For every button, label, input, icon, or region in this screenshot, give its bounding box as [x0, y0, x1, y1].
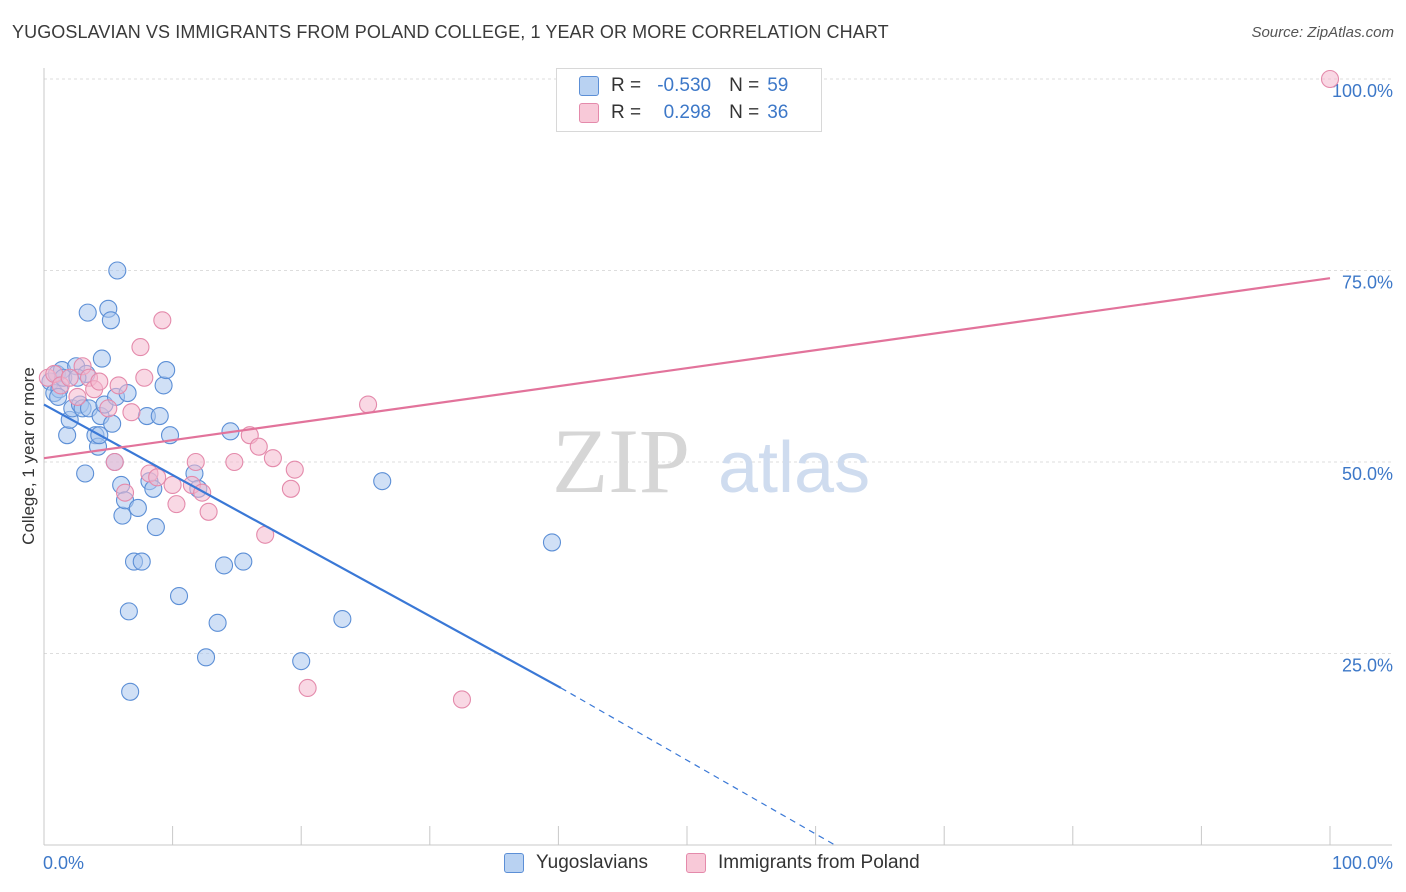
legend-r-value: -0.530	[657, 75, 712, 96]
x-tick-label-max: 100.0%	[1332, 853, 1393, 873]
point-immigrant-poland	[135, 368, 154, 387]
point-immigrant-poland	[298, 678, 317, 698]
correlation-legend: R = -0.530 N = 59 R = 0.298 N = 36	[556, 68, 822, 132]
legend-row-yugoslavians: R = -0.530 N = 59	[579, 73, 788, 99]
series-yugoslavians	[41, 261, 562, 701]
point-immigrant-poland	[99, 399, 118, 418]
trend-line-yugoslavians-extrapolated	[560, 687, 836, 846]
point-immigrant-poland	[249, 437, 268, 456]
point-immigrant-poland	[263, 449, 282, 468]
trend-lines	[43, 277, 1331, 846]
y-tick-label-100: 100.0%	[1332, 81, 1393, 101]
point-immigrant-poland	[109, 376, 128, 395]
chart-title: YUGOSLAVIAN VS IMMIGRANTS FROM POLAND CO…	[12, 22, 889, 42]
point-yugoslavian	[132, 552, 151, 571]
legend-swatch-blue	[504, 853, 524, 873]
point-yugoslavian	[108, 261, 127, 280]
source-label: Source: ZipAtlas.com	[1251, 24, 1394, 41]
point-yugoslavian	[292, 652, 311, 671]
legend-swatch-blue	[579, 76, 599, 96]
point-immigrant-poland	[131, 338, 150, 357]
point-yugoslavian	[78, 303, 97, 322]
point-yugoslavian	[92, 349, 111, 368]
y-tick-label-25: 25.0%	[1342, 656, 1393, 676]
point-yugoslavian	[169, 586, 189, 606]
legend-r-value: 0.298	[663, 102, 712, 123]
point-immigrant-poland	[60, 368, 79, 387]
point-yugoslavian	[113, 506, 132, 525]
legend-r-label: R =	[611, 75, 642, 96]
point-immigrant-poland	[163, 475, 182, 495]
point-yugoslavian	[150, 406, 169, 426]
legend-n-label: N =	[729, 102, 760, 123]
legend-row-immigrants-poland: R = 0.298 N = 36	[579, 100, 788, 126]
point-immigrant-poland	[90, 372, 109, 391]
axes	[43, 68, 1392, 846]
point-yugoslavian	[234, 552, 253, 571]
watermark: ZIP atlas	[552, 410, 870, 512]
point-immigrant-poland	[167, 495, 186, 514]
legend-label-immigrants-poland: Immigrants from Poland	[718, 852, 920, 873]
point-yugoslavian	[157, 361, 176, 380]
point-immigrant-poland	[193, 483, 212, 502]
legend-swatch-pink	[686, 853, 706, 873]
watermark-zip: ZIP	[552, 410, 690, 512]
trend-line-immigrants-poland	[43, 277, 1331, 460]
point-immigrant-poland	[285, 460, 304, 479]
point-immigrant-poland	[281, 479, 300, 498]
legend-n-value: 36	[767, 102, 789, 123]
point-immigrant-poland	[359, 395, 378, 414]
point-yugoslavian	[146, 518, 165, 537]
point-yugoslavian	[121, 682, 140, 701]
x-tick-label-min: 0.0%	[43, 853, 84, 873]
x-ticks	[43, 826, 1331, 845]
point-immigrant-poland	[115, 483, 135, 502]
point-immigrant-poland	[1320, 69, 1340, 89]
legend-n-label: N =	[729, 75, 760, 96]
point-immigrant-poland	[122, 403, 141, 422]
trend-line-yugoslavians	[43, 403, 562, 689]
legend-swatch-pink	[579, 103, 599, 123]
point-immigrant-poland	[153, 311, 172, 330]
point-yugoslavian	[214, 556, 234, 575]
y-tick-labels: 25.0% 50.0% 75.0% 100.0%	[1332, 81, 1393, 676]
y-tick-label-75: 75.0%	[1342, 273, 1393, 293]
legend-item-immigrants-poland: Immigrants from Poland	[686, 852, 920, 874]
point-immigrant-poland	[148, 468, 167, 487]
point-yugoslavian	[128, 498, 147, 518]
point-yugoslavian	[208, 613, 227, 632]
point-immigrant-poland	[105, 452, 124, 472]
point-yugoslavian	[196, 648, 216, 667]
point-yugoslavian	[373, 472, 392, 491]
point-immigrant-poland	[68, 387, 87, 406]
legend-r-label: R =	[611, 102, 642, 123]
point-immigrant-poland	[186, 452, 205, 472]
point-yugoslavian	[103, 414, 122, 433]
series-immigrants-poland	[38, 69, 1340, 709]
point-yugoslavian	[58, 426, 77, 445]
y-axis-label: College, 1 year or more	[19, 367, 38, 545]
point-yugoslavian	[542, 533, 562, 552]
point-yugoslavian	[76, 464, 95, 483]
legend-n-value: 59	[767, 75, 789, 96]
y-tick-label-50: 50.0%	[1342, 464, 1393, 484]
watermark-atlas: atlas	[718, 428, 870, 508]
series-legend: Yugoslavians Immigrants from Poland	[0, 852, 1406, 878]
point-yugoslavian	[154, 376, 173, 395]
point-immigrant-poland	[225, 452, 244, 472]
legend-item-yugoslavians: Yugoslavians	[504, 852, 648, 874]
point-yugoslavian	[101, 311, 120, 330]
legend-label-yugoslavians: Yugoslavians	[536, 852, 648, 873]
point-immigrant-poland	[452, 690, 472, 709]
point-yugoslavian	[333, 609, 352, 629]
point-yugoslavian	[119, 602, 138, 621]
point-immigrant-poland	[199, 502, 218, 521]
